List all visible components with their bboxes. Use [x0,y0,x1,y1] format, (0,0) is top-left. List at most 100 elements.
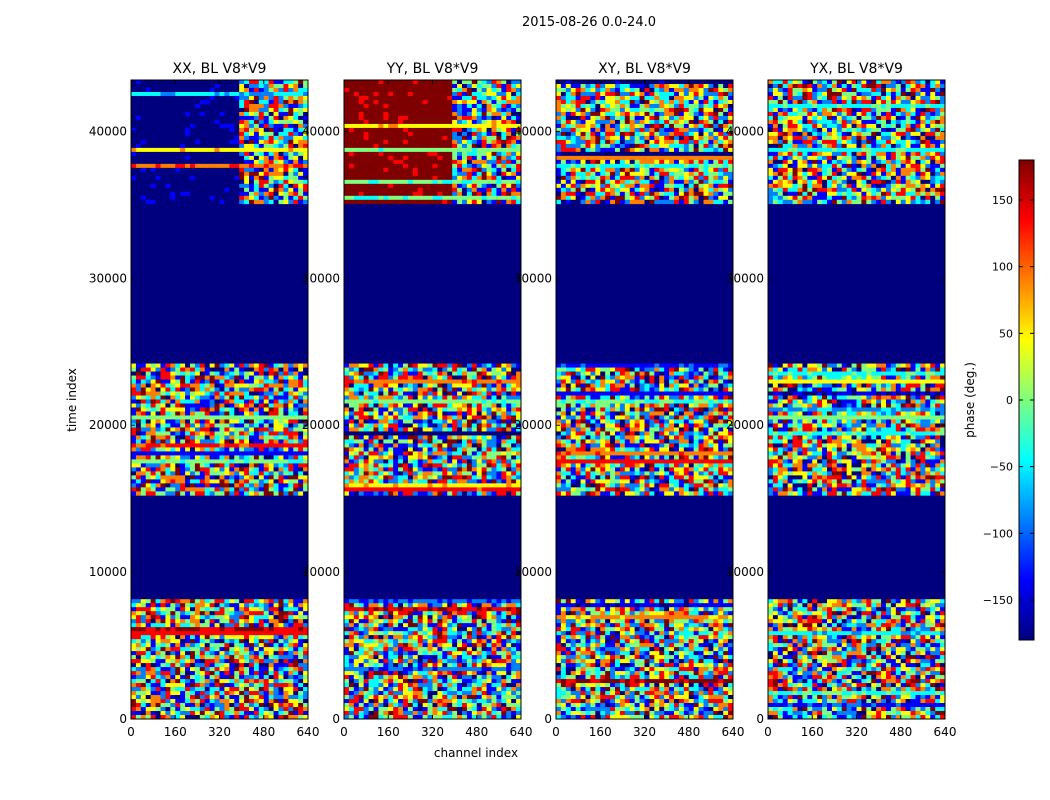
heatmap-cell [288,407,294,412]
heatmap-cell [209,371,215,376]
heatmap-cell [170,379,176,384]
heatmap-cell [234,379,240,384]
heatmap-cell [388,111,394,117]
heatmap-cell [293,415,299,420]
heatmap-cell [160,127,166,133]
heatmap-cell [253,99,260,105]
heatmap-cell [278,379,284,384]
heatmap-cell [344,367,350,372]
heatmap-cell [298,667,304,672]
heatmap-cell [442,131,448,137]
heatmap-cell [194,615,201,620]
heatmap-cell [199,663,206,668]
heatmap-cell [135,683,142,688]
heatmap-cell [417,139,423,145]
heatmap-cell [204,103,210,109]
heatmap-cell [393,407,399,412]
heatmap-cell [165,411,171,416]
heatmap-cell [229,183,235,189]
heatmap-cell [283,423,289,428]
heatmap-cell [219,147,225,153]
heatmap-cell [278,663,284,668]
heatmap-cell [180,80,186,85]
heatmap-cell [407,387,414,392]
heatmap-cell [403,179,409,185]
heatmap-cell [204,679,210,684]
heatmap-cell [378,103,384,109]
heatmap-cell [160,443,166,448]
heatmap-cell [422,135,428,141]
heatmap-cell [239,427,245,432]
heatmap-cell [466,379,473,384]
heatmap-cell [209,399,215,404]
x-tick-label: 0 [127,725,135,739]
heatmap-cell [140,631,147,636]
heatmap-cell [249,171,255,177]
heatmap-cell [273,615,279,620]
heatmap-cell [214,491,220,496]
heatmap-cell [253,463,260,468]
heatmap-cell [229,163,235,169]
heatmap-cell [506,143,512,149]
heatmap-cell [273,151,279,157]
heatmap-cell [288,439,294,444]
heatmap-cell [165,103,171,109]
heatmap-cell [344,103,350,109]
heatmap-cell [170,131,176,137]
heatmap-cell [363,80,369,85]
heatmap-cell [288,163,294,169]
heatmap-cell [344,111,350,117]
heatmap-cell [135,107,142,113]
heatmap-cell [209,199,215,205]
heatmap-cell [263,631,269,636]
heatmap-cell [249,695,255,700]
heatmap-cell [204,171,210,177]
heatmap-cell [283,80,289,85]
heatmap-cell [219,455,225,460]
heatmap-cell [363,191,369,197]
heatmap-cell [258,435,265,440]
heatmap-cell [358,80,364,85]
heatmap-cell [135,423,142,428]
heatmap-cell [244,103,250,109]
heatmap-cell [253,611,260,616]
heatmap-cell [194,415,201,420]
heatmap-cell [190,675,196,680]
heatmap-cell [283,175,289,181]
heatmap-cell [258,147,265,153]
heatmap-cell [155,439,161,444]
heatmap-cell [298,199,304,205]
heatmap-cell [447,379,453,384]
heatmap-cell [476,107,482,113]
heatmap-cell [303,627,309,632]
heatmap-cell [150,451,156,456]
heatmap-cell [303,151,309,157]
heatmap-cell [244,159,250,165]
heatmap-cell [224,127,230,133]
heatmap-cell [283,415,289,420]
heatmap-cell [135,391,142,396]
heatmap-cell [358,379,364,384]
heatmap-cell [268,407,274,412]
heatmap-cell [278,199,284,205]
heatmap-cell [437,143,443,149]
heatmap-cell [219,391,225,396]
heatmap-cell [278,427,284,432]
heatmap-cell [501,199,507,205]
heatmap-cell [348,175,355,181]
heatmap-cell [150,471,156,476]
heatmap-cell [452,179,458,185]
heatmap-cell [160,191,166,197]
heatmap-cell [199,155,206,161]
heatmap-cell [466,99,473,105]
heatmap-cell [344,107,350,113]
heatmap-cell [278,467,284,472]
heatmap-cell [283,683,289,688]
heatmap-cell [131,151,137,157]
heatmap-cell [258,451,265,456]
heatmap-cell [388,80,394,85]
heatmap-cell [155,123,161,129]
heatmap-cell [135,435,142,440]
heatmap-cell [155,163,161,169]
heatmap-cell [234,659,240,664]
